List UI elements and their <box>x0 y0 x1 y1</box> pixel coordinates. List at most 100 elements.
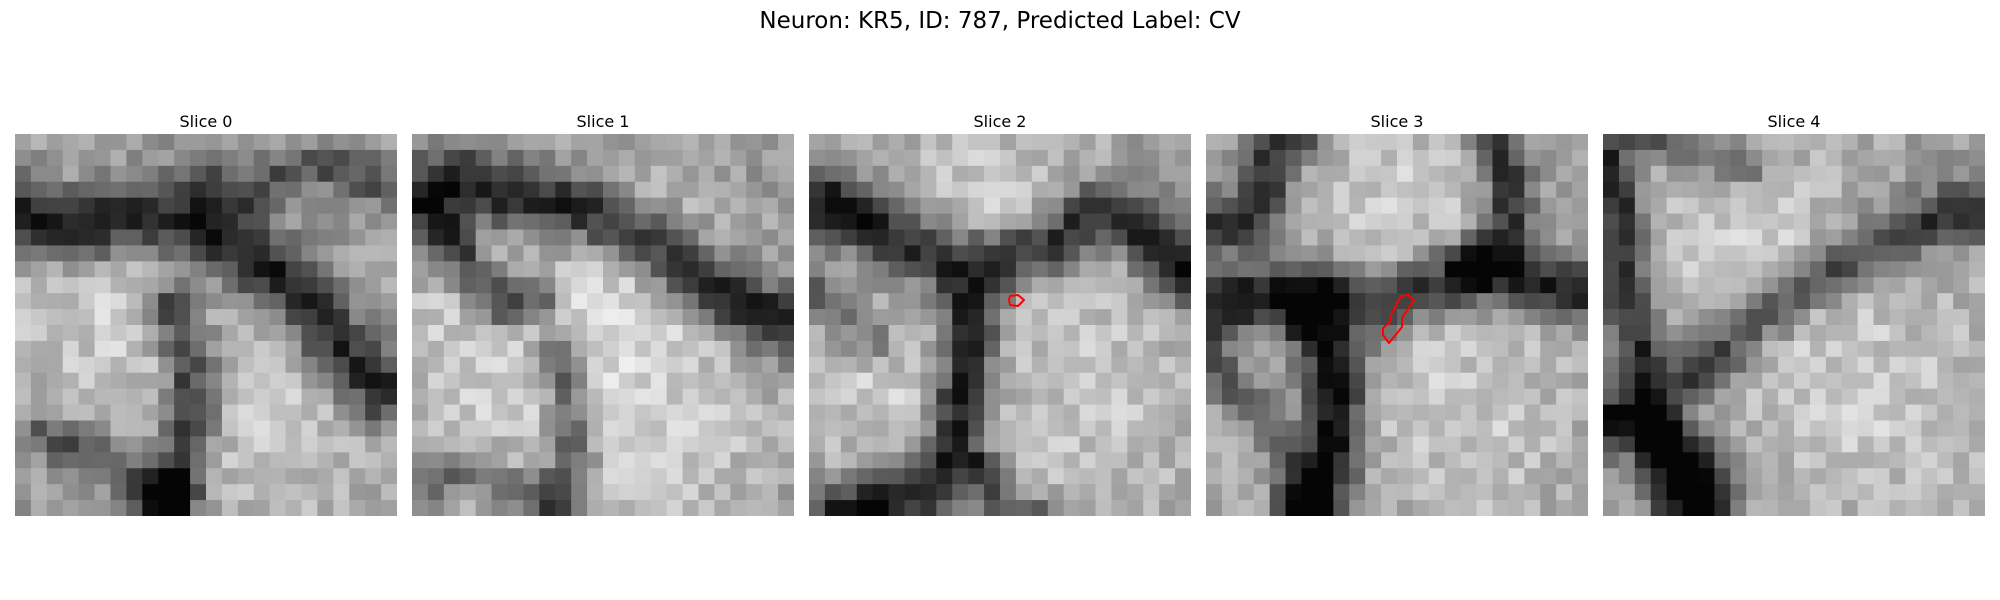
pixel <box>1079 245 1097 262</box>
pixel <box>46 149 64 167</box>
pixel <box>587 340 604 358</box>
pixel <box>840 340 858 358</box>
pixel <box>714 277 731 294</box>
pixel <box>1000 165 1017 183</box>
pixel <box>206 277 223 294</box>
pixel <box>381 420 397 438</box>
pixel <box>1841 388 1859 406</box>
pixel <box>650 277 668 294</box>
pixel <box>507 468 525 485</box>
pixel <box>856 468 874 485</box>
pixel <box>1905 293 1922 310</box>
pixel <box>809 372 826 390</box>
pixel <box>349 277 366 294</box>
pixel <box>1492 181 1510 199</box>
pixel <box>1317 245 1334 262</box>
pixel <box>237 134 255 151</box>
pixel <box>1841 500 1859 516</box>
pixel <box>888 325 906 342</box>
pixel <box>666 500 684 516</box>
pixel <box>333 309 350 326</box>
pixel <box>459 245 477 262</box>
pixel <box>571 181 588 199</box>
pixel <box>1508 277 1525 294</box>
pixel <box>1508 181 1525 199</box>
pixel <box>1111 149 1128 167</box>
pixel <box>634 277 652 294</box>
pixel <box>714 149 731 167</box>
pixel <box>1714 181 1731 199</box>
pixel <box>872 181 890 199</box>
pixel <box>1714 309 1731 326</box>
pixel <box>824 309 842 326</box>
pixel <box>142 388 159 406</box>
pixel <box>587 436 604 453</box>
pixel <box>507 325 525 342</box>
pixel <box>475 452 493 469</box>
pixel <box>1381 356 1398 374</box>
pixel <box>412 388 429 406</box>
pixel <box>856 149 874 167</box>
pixel <box>1730 293 1747 310</box>
pixel <box>762 325 779 342</box>
pixel <box>475 293 493 310</box>
pixel <box>1175 165 1191 183</box>
pixel <box>634 388 652 406</box>
pixel <box>1333 229 1350 247</box>
pixel <box>1381 468 1398 485</box>
pixel <box>1349 245 1366 262</box>
pixel <box>190 340 207 358</box>
pixel <box>1508 340 1525 358</box>
roi-outline <box>1382 294 1415 344</box>
pixel <box>1572 181 1588 199</box>
pixel <box>15 181 32 199</box>
pixel <box>206 468 223 485</box>
pixel <box>1953 149 1970 167</box>
pixel <box>650 229 668 247</box>
pixel <box>443 197 461 215</box>
pixel <box>634 436 652 453</box>
pixel <box>1095 134 1113 151</box>
pixel <box>1143 420 1160 438</box>
pixel <box>1269 340 1287 358</box>
pixel <box>1127 261 1144 278</box>
pixel <box>730 293 747 310</box>
pixel <box>1476 388 1494 406</box>
pixel <box>174 277 191 294</box>
pixel <box>571 500 588 516</box>
pixel <box>1698 293 1716 310</box>
pixel <box>968 277 985 294</box>
pixel <box>1333 388 1350 406</box>
pixel <box>1349 293 1366 310</box>
pixel <box>443 436 461 453</box>
pixel <box>1508 388 1525 406</box>
pixel <box>1476 181 1494 199</box>
pixel <box>650 372 668 390</box>
pixel <box>1953 181 1970 199</box>
pixel <box>778 293 794 310</box>
pixel <box>158 356 175 374</box>
pixel <box>1794 468 1811 485</box>
pixel <box>301 372 319 390</box>
pixel <box>1079 500 1097 516</box>
pixel <box>1572 245 1588 262</box>
pixel <box>1762 372 1779 390</box>
pixel <box>872 309 890 326</box>
pixel <box>1015 484 1033 501</box>
pixel <box>126 356 143 374</box>
pixel <box>349 468 366 485</box>
pixel <box>1444 309 1462 326</box>
pixel <box>523 261 540 278</box>
pixel <box>1603 325 1620 342</box>
pixel <box>984 197 1001 215</box>
pixel <box>1746 436 1763 453</box>
pixel <box>1412 340 1430 358</box>
pixel <box>1317 356 1334 374</box>
pixel <box>1969 484 1985 501</box>
pixel <box>634 340 652 358</box>
pixel <box>571 404 588 422</box>
pixel <box>539 388 556 406</box>
pixel <box>1556 277 1573 294</box>
pixel <box>301 468 319 485</box>
pixel <box>94 500 112 516</box>
